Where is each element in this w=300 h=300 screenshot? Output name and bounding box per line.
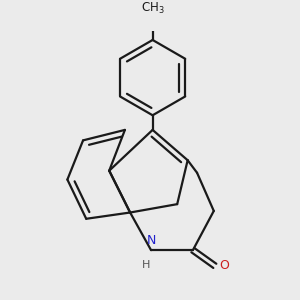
Text: O: O (219, 260, 229, 272)
Text: H: H (142, 260, 150, 270)
Text: CH$_3$: CH$_3$ (141, 1, 164, 16)
Text: N: N (146, 234, 156, 247)
